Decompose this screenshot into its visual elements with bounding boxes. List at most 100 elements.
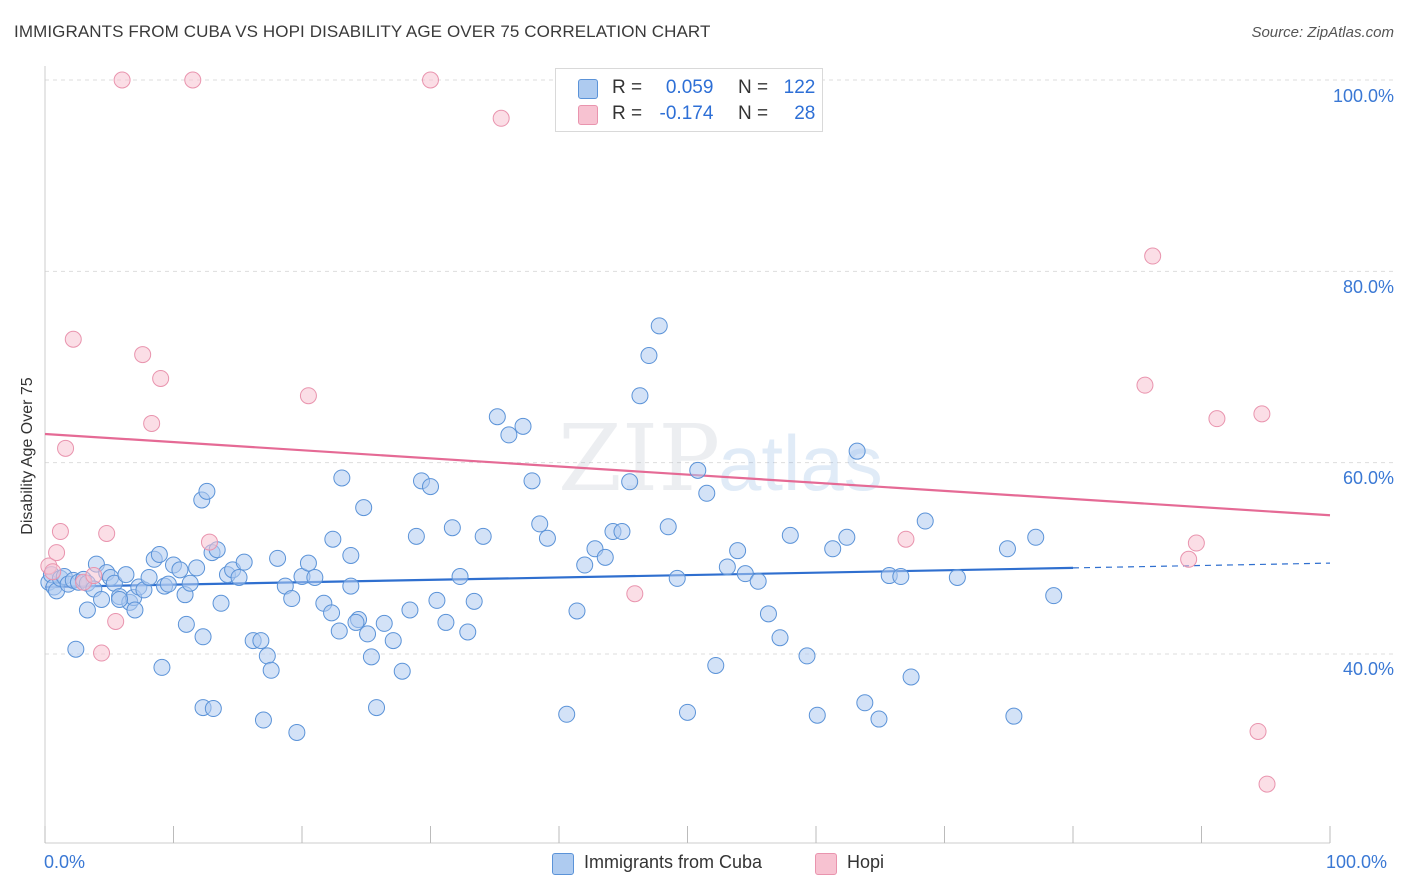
cuba-point [465, 592, 483, 610]
hopi-point [134, 346, 152, 364]
cuba-point [531, 515, 549, 533]
hopi-point [1258, 775, 1276, 793]
x-tick-max: 100.0% [1326, 852, 1388, 872]
bottom-label-cuba: Immigrants from Cuba [584, 852, 763, 872]
cuba-point [330, 622, 348, 640]
cuba-point [126, 601, 144, 619]
y-tick-60: 60.0% [1342, 468, 1394, 488]
cuba-point [67, 640, 85, 658]
cuba-point [333, 469, 351, 487]
cuba-point [459, 623, 477, 641]
cuba-point [212, 594, 230, 612]
hopi-point [492, 109, 510, 127]
cuba-point [698, 484, 716, 502]
legend-r-hopi: -0.174 [659, 103, 714, 124]
cuba-point [631, 387, 649, 405]
cuba-point [856, 694, 874, 712]
cuba-point [384, 632, 402, 650]
cuba-point [443, 519, 461, 537]
hopi-point [48, 544, 66, 562]
cuba-point [808, 706, 826, 724]
cuba-point [177, 615, 195, 633]
cuba-point [198, 482, 216, 500]
cuba-point [428, 591, 446, 609]
cuba-point [393, 662, 411, 680]
cuba-point [749, 572, 767, 590]
cuba-point [188, 559, 206, 577]
cuba-point [262, 661, 280, 679]
hopi-point [93, 644, 111, 662]
hopi-point [200, 533, 218, 551]
legend-n-hopi: 28 [794, 103, 816, 124]
cuba-point [288, 723, 306, 741]
chart-title: IMMIGRANTS FROM CUBA VS HOPI DISABILITY … [14, 22, 711, 41]
cuba-point [689, 461, 707, 479]
cuba-point [613, 523, 631, 541]
x-tick-min: 0.0% [44, 852, 86, 872]
hopi-point [44, 563, 62, 581]
cuba-point [111, 590, 129, 608]
legend-r-label: R = [612, 77, 643, 98]
hopi-point [1136, 376, 1154, 394]
cuba-point [870, 710, 888, 728]
cuba-point [781, 526, 799, 544]
hopi-point [113, 71, 131, 89]
cuba-point [576, 556, 594, 574]
hopi-point [626, 585, 644, 603]
cuba-point [771, 629, 789, 647]
hopi-point [143, 414, 161, 432]
legend-r-label: R = [612, 103, 643, 124]
legend-swatch-hopi [578, 105, 598, 125]
cuba-point [523, 472, 541, 490]
cuba-point [437, 613, 455, 631]
legend-n-cuba: 122 [783, 77, 816, 98]
cuba-point [323, 604, 341, 622]
cuba-point [407, 527, 425, 545]
cuba-point [283, 590, 301, 608]
bottom-swatch-cuba [552, 853, 574, 875]
cuba-point [558, 705, 576, 723]
trend-line-hopi [44, 432, 1331, 517]
y-axis-label: Disability Age Over 75 [19, 377, 36, 535]
hopi-point [57, 439, 75, 457]
cuba-point [621, 473, 639, 491]
cuba-point [342, 546, 360, 564]
cuba-point [892, 568, 910, 586]
cuba-point [500, 426, 518, 444]
cuba-point [342, 577, 360, 595]
hopi-point [299, 387, 317, 405]
cuba-point [659, 518, 677, 536]
cuba-point [514, 417, 532, 435]
cuba-point [650, 317, 668, 335]
cuba-point [838, 528, 856, 546]
cuba-point [798, 647, 816, 665]
cuba-point [902, 668, 920, 686]
cuba-point [1045, 587, 1063, 605]
cuba-point [668, 569, 686, 587]
cuba-point [1027, 528, 1045, 546]
cuba-point [488, 408, 506, 426]
cuba-point [718, 558, 736, 576]
cuba-point [204, 700, 222, 718]
cuba-point [355, 499, 373, 517]
hopi-point [184, 71, 202, 89]
cuba-point [759, 605, 777, 623]
cuba-point [679, 703, 696, 721]
hopi-point [1144, 247, 1162, 265]
cuba-point [359, 625, 377, 643]
hopi-point [1249, 722, 1267, 740]
legend-n-label: N = [737, 103, 769, 124]
axes [44, 66, 1331, 844]
legend-n-label: N = [737, 77, 769, 98]
cuba-point [736, 565, 754, 583]
hopi-point [51, 523, 69, 541]
hopi-point [897, 530, 915, 548]
cuba-point [368, 699, 386, 717]
cuba-point [194, 628, 212, 646]
y-tick-80: 80.0% [1342, 277, 1394, 297]
cuba-point [269, 549, 287, 567]
y-tick-40: 40.0% [1342, 659, 1394, 679]
hopi-point [98, 524, 116, 542]
cuba-point [422, 478, 439, 496]
